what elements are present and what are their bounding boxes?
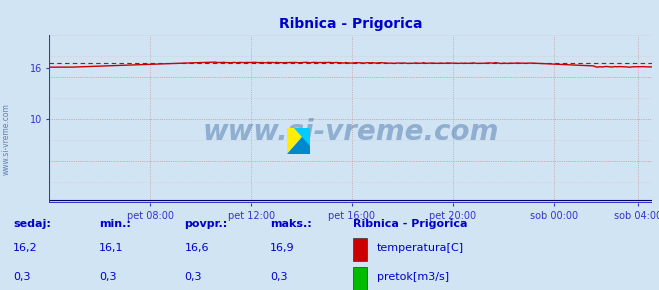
Text: 0,3: 0,3 bbox=[270, 272, 288, 282]
Bar bbox=[353, 238, 367, 261]
Text: min.:: min.: bbox=[99, 219, 130, 229]
Polygon shape bbox=[287, 128, 310, 154]
Text: 0,3: 0,3 bbox=[99, 272, 117, 282]
Text: 0,3: 0,3 bbox=[13, 272, 31, 282]
Text: 0,3: 0,3 bbox=[185, 272, 202, 282]
Title: Ribnica - Prigorica: Ribnica - Prigorica bbox=[279, 17, 422, 31]
Polygon shape bbox=[294, 128, 310, 146]
Text: 16,1: 16,1 bbox=[99, 243, 123, 253]
Text: 16,9: 16,9 bbox=[270, 243, 295, 253]
Text: www.si-vreme.com: www.si-vreme.com bbox=[203, 118, 499, 146]
Text: povpr.:: povpr.: bbox=[185, 219, 228, 229]
Text: www.si-vreme.com: www.si-vreme.com bbox=[2, 103, 11, 175]
Polygon shape bbox=[287, 128, 310, 154]
Text: pretok[m3/s]: pretok[m3/s] bbox=[377, 272, 449, 282]
Text: temperatura[C]: temperatura[C] bbox=[377, 243, 464, 253]
Text: maks.:: maks.: bbox=[270, 219, 312, 229]
Bar bbox=[353, 267, 367, 290]
Text: sedaj:: sedaj: bbox=[13, 219, 51, 229]
Text: 16,2: 16,2 bbox=[13, 243, 38, 253]
Text: Ribnica - Prigorica: Ribnica - Prigorica bbox=[353, 219, 467, 229]
Text: 16,6: 16,6 bbox=[185, 243, 209, 253]
